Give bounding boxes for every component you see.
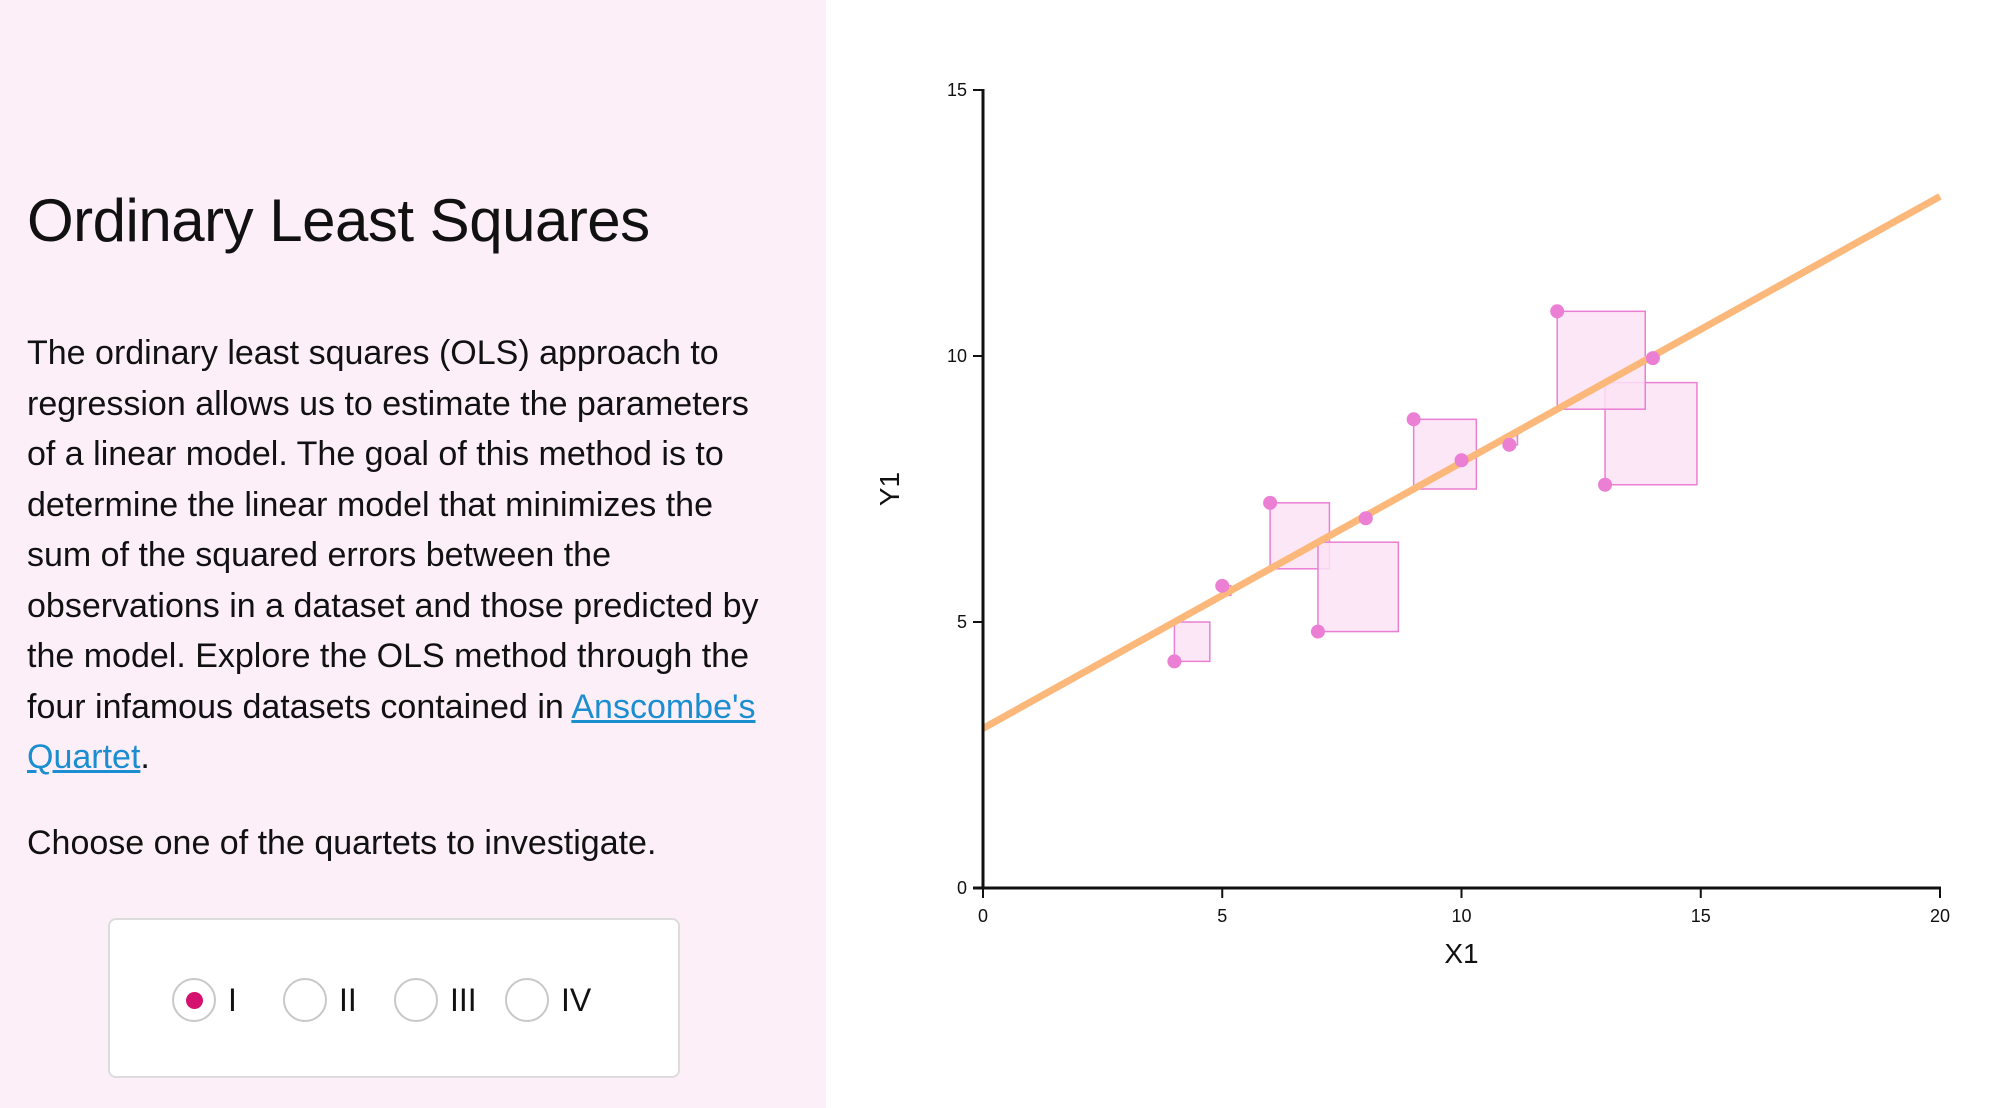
data-point bbox=[1215, 578, 1230, 593]
y-axis-label: Y1 bbox=[874, 472, 905, 506]
description-paragraph: The ordinary least squares (OLS) approac… bbox=[27, 328, 767, 783]
data-point bbox=[1502, 437, 1517, 452]
residual-square bbox=[1173, 621, 1211, 663]
x-axis-label: X1 bbox=[1444, 938, 1478, 969]
data-point bbox=[1167, 654, 1182, 669]
quartet-option-i[interactable]: I bbox=[172, 976, 237, 1024]
ols-scatter-chart: 0 5 10 15 20 0 5 10 15 X1 Y1 bbox=[874, 80, 1950, 969]
anscombes-quartet-link[interactable]: Anscombe's Quartet bbox=[27, 687, 756, 777]
data-point bbox=[1550, 304, 1565, 319]
data-point bbox=[1406, 412, 1421, 427]
quartet-option-label: II bbox=[339, 981, 357, 1018]
y-tick-label: 5 bbox=[957, 612, 967, 632]
choose-quartet-prompt: Choose one of the quartets to investigat… bbox=[27, 824, 657, 862]
radio-selected-icon[interactable] bbox=[172, 978, 216, 1022]
data-point bbox=[1358, 511, 1373, 526]
quartet-option-label: I bbox=[228, 981, 237, 1018]
description-text: The ordinary least squares (OLS) approac… bbox=[27, 334, 759, 726]
data-point bbox=[1454, 453, 1469, 468]
quartet-option-ii[interactable]: II bbox=[283, 976, 357, 1024]
x-tick-label: 10 bbox=[1451, 906, 1471, 926]
residual-square bbox=[1556, 310, 1646, 410]
radio-unselected-icon[interactable] bbox=[505, 978, 549, 1022]
quartet-option-label: III bbox=[450, 981, 477, 1018]
data-point bbox=[1645, 351, 1660, 366]
residual-square bbox=[1604, 381, 1698, 486]
page-title: Ordinary Least Squares bbox=[27, 187, 650, 254]
data-point bbox=[1310, 624, 1325, 639]
radio-unselected-icon[interactable] bbox=[283, 978, 327, 1022]
data-point bbox=[1263, 495, 1278, 510]
residual-square bbox=[1412, 418, 1478, 490]
data-point bbox=[1598, 477, 1613, 492]
radio-unselected-icon[interactable] bbox=[394, 978, 438, 1022]
y-tick-label: 15 bbox=[947, 80, 967, 100]
chart-area: 0 5 10 15 20 0 5 10 15 X1 Y1 bbox=[826, 0, 2002, 1108]
left-panel: Ordinary Least Squares The ordinary leas… bbox=[0, 0, 826, 1108]
x-tick-label: 0 bbox=[978, 906, 988, 926]
quartet-option-label: IV bbox=[561, 981, 592, 1018]
radio-dot-icon bbox=[185, 991, 203, 1009]
x-tick-label: 20 bbox=[1930, 906, 1950, 926]
description-end: . bbox=[140, 738, 150, 776]
x-tick-label: 5 bbox=[1217, 906, 1227, 926]
y-tick-label: 10 bbox=[947, 346, 967, 366]
y-tick-label: 0 bbox=[957, 878, 967, 898]
quartet-option-iv[interactable]: IV bbox=[505, 976, 591, 1024]
quartet-radio-group: I II III IV bbox=[108, 918, 680, 1078]
residual-square bbox=[1317, 541, 1400, 633]
x-tick-label: 15 bbox=[1691, 906, 1711, 926]
quartet-option-iii[interactable]: III bbox=[394, 976, 477, 1024]
